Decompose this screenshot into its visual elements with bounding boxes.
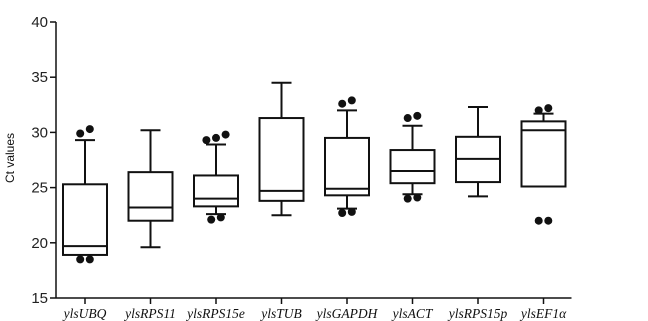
- y-axis-title: Ct values: [3, 133, 17, 183]
- x-category-label: ylsTUB: [259, 306, 302, 321]
- y-tick-label: 20: [31, 235, 48, 252]
- outlier-point: [544, 216, 553, 225]
- y-tick-label: 15: [31, 290, 48, 307]
- outlier-point: [202, 136, 211, 145]
- outlier-point: [534, 216, 543, 225]
- outlier-point: [403, 114, 412, 123]
- outlier-point: [413, 193, 422, 202]
- iqr-box: [193, 174, 239, 208]
- x-category-label: ylsRPS15e: [185, 306, 245, 321]
- x-category-label: ylsEF1α: [519, 306, 567, 321]
- outlier-point: [212, 133, 220, 142]
- outlier-point: [347, 96, 356, 105]
- outlier-point: [403, 194, 412, 203]
- y-tick-label: 30: [31, 124, 48, 141]
- iqr-box: [520, 120, 567, 188]
- outlier-point: [544, 104, 553, 113]
- outlier-point: [85, 255, 94, 264]
- iqr-box: [127, 171, 174, 222]
- x-category-label: ylsRPS15p: [447, 306, 508, 321]
- outlier-point: [338, 99, 347, 108]
- x-category-label: ylsACT: [391, 306, 434, 321]
- iqr-box: [62, 183, 108, 256]
- y-tick-label: 35: [31, 69, 48, 86]
- iqr-box: [258, 117, 305, 202]
- outlier-point: [534, 106, 543, 115]
- iqr-box: [324, 136, 370, 197]
- iqr-box: [389, 149, 436, 185]
- outlier-point: [221, 130, 230, 139]
- x-category-label: ylsGAPDH: [315, 306, 379, 321]
- outlier-point: [85, 125, 94, 134]
- outlier-point: [76, 129, 85, 138]
- outlier-point: [338, 208, 347, 217]
- y-tick-label: 40: [31, 14, 48, 31]
- x-category-label: ylsUBQ: [62, 306, 107, 321]
- outlier-point: [347, 207, 356, 216]
- outlier-point: [207, 215, 216, 224]
- y-tick-label: 25: [31, 180, 48, 197]
- outlier-point: [413, 111, 422, 120]
- outlier-point: [216, 213, 225, 222]
- x-category-label: ylsRPS11: [123, 306, 176, 321]
- outlier-point: [76, 255, 85, 264]
